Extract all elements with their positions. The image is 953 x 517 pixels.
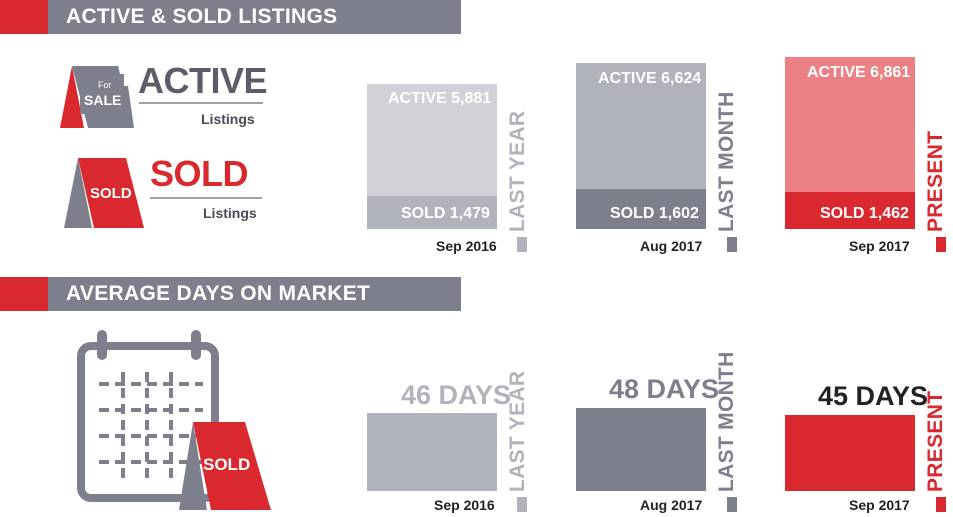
sold-sign-icon: SOLD	[64, 158, 144, 228]
days-bar-present	[785, 415, 915, 491]
dom-date-last-year: Sep 2016	[434, 497, 495, 513]
period-marker-last-year	[517, 237, 527, 252]
listings-section-header: ACTIVE & SOLD LISTINGS	[0, 0, 461, 34]
sign-sold-text: SOLD	[90, 185, 132, 202]
header-accent	[0, 0, 48, 34]
days-label-present: 45 DAYS	[818, 381, 929, 411]
sign-for-text: For	[98, 80, 112, 90]
active-bar-last-year	[367, 84, 497, 196]
listings-section-title: ACTIVE & SOLD LISTINGS	[66, 5, 338, 28]
legend-active-rule	[139, 102, 263, 104]
sold-label-last-year: SOLD 1,479	[401, 205, 490, 222]
active-bar-present	[785, 57, 915, 192]
dom-marker-present	[936, 497, 946, 512]
header-accent	[0, 277, 48, 311]
active-label-last-year: ACTIVE 5,881	[388, 90, 492, 107]
dom-marker-last-year	[517, 497, 527, 512]
period-marker-present	[936, 237, 946, 252]
date-label-last-year: Sep 2016	[436, 238, 497, 254]
active-label-last-month: ACTIVE 6,624	[598, 70, 702, 87]
dom-section-header: AVERAGE DAYS ON MARKET	[0, 277, 461, 311]
sold-label-last-month: SOLD 1,602	[610, 205, 699, 222]
dom-date-last-month: Aug 2017	[640, 497, 703, 513]
period-label-last-month: LAST MONTH	[715, 91, 738, 232]
date-label-present: Sep 2017	[849, 238, 910, 254]
legend-active-word: ACTIVE	[138, 60, 268, 101]
calendar-icon: SOLD	[77, 330, 271, 510]
calendar-sign-text: SOLD	[203, 455, 250, 474]
dom-period-last-month: LAST MONTH	[715, 351, 738, 492]
legend-sold-rule	[150, 197, 262, 199]
dom-marker-last-month	[727, 497, 737, 512]
days-label-last-year: 46 DAYS	[401, 380, 512, 410]
period-label-present: PRESENT	[924, 130, 947, 232]
legend-sold-sub: Listings	[203, 205, 257, 221]
days-bar-last-year	[367, 413, 497, 491]
period-label-last-year: LAST YEAR	[506, 110, 529, 232]
dom-date-present: Sep 2017	[849, 497, 910, 513]
legend-sold-word: SOLD	[150, 153, 249, 194]
active-label-present: ACTIVE 6,861	[807, 64, 911, 81]
dom-section-title: AVERAGE DAYS ON MARKET	[66, 282, 371, 305]
sold-bar-last-year	[367, 196, 497, 229]
sold-label-present: SOLD 1,462	[820, 205, 909, 222]
dom-period-last-year: LAST YEAR	[506, 370, 529, 492]
legend-active-sub: Listings	[201, 111, 255, 127]
period-marker-last-month	[727, 237, 737, 252]
for-sale-sign-icon: For SALE	[60, 66, 134, 128]
sold-bar-present	[785, 192, 915, 229]
days-bar-last-month	[576, 408, 706, 491]
date-label-last-month: Aug 2017	[640, 238, 703, 254]
active-bar-last-month	[576, 63, 706, 189]
days-label-last-month: 48 DAYS	[609, 374, 720, 404]
sold-bar-last-month	[576, 189, 706, 229]
dom-period-present: PRESENT	[924, 390, 947, 492]
sign-sale-text: SALE	[84, 92, 121, 108]
